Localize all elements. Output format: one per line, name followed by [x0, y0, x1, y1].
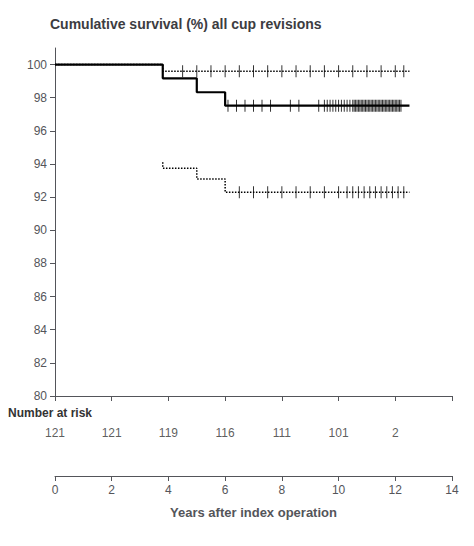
svg-text:100: 100: [27, 58, 47, 72]
svg-text:96: 96: [34, 124, 48, 138]
svg-text:2: 2: [392, 426, 399, 440]
svg-text:Number at risk: Number at risk: [8, 406, 92, 420]
svg-text:80: 80: [34, 389, 48, 403]
svg-text:121: 121: [45, 426, 65, 440]
svg-text:86: 86: [34, 290, 48, 304]
svg-text:92: 92: [34, 190, 48, 204]
svg-text:121: 121: [102, 426, 122, 440]
svg-text:10: 10: [332, 483, 346, 497]
svg-text:0: 0: [52, 483, 59, 497]
svg-text:98: 98: [34, 91, 48, 105]
svg-text:12: 12: [389, 483, 403, 497]
svg-text:Cumulative survival (%) all cu: Cumulative survival (%) all cup revision…: [50, 16, 322, 32]
svg-text:111: 111: [273, 426, 292, 440]
svg-text:4: 4: [165, 483, 172, 497]
svg-text:82: 82: [34, 356, 48, 370]
svg-text:116: 116: [216, 426, 235, 440]
svg-text:94: 94: [34, 157, 48, 171]
svg-text:2: 2: [108, 483, 115, 497]
svg-text:14: 14: [445, 483, 459, 497]
svg-text:119: 119: [159, 426, 178, 440]
svg-text:6: 6: [222, 483, 229, 497]
svg-text:84: 84: [34, 323, 48, 337]
svg-text:8: 8: [279, 483, 286, 497]
svg-text:Years after index operation: Years after index operation: [170, 505, 337, 520]
svg-text:101: 101: [329, 426, 349, 440]
svg-text:90: 90: [34, 223, 48, 237]
svg-text:88: 88: [34, 256, 48, 270]
